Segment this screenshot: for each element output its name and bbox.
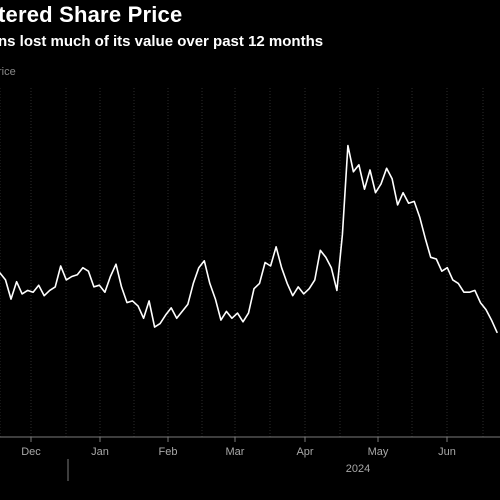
x-year-label: 2024 — [346, 463, 370, 475]
x-axis-ticks: Dec Jan Feb Mar Apr May Jun 2024 — [21, 437, 456, 481]
chart-gridlines — [0, 88, 484, 437]
x-tick-label-jan: Jan — [91, 446, 109, 458]
chart-series — [0, 144, 498, 334]
x-tick-label-dec: Dec — [21, 446, 41, 458]
x-tick-label-feb: Feb — [159, 446, 178, 458]
series-line-price — [0, 144, 498, 334]
x-tick-label-may: May — [368, 446, 389, 458]
legend-label: rice — [0, 66, 16, 78]
chart-title: tered Share Price — [0, 2, 183, 27]
chart-subtitle: ns lost much of its value over past 12 m… — [0, 33, 324, 50]
x-tick-label-jun: Jun — [438, 446, 456, 458]
x-tick-label-apr: Apr — [296, 446, 313, 458]
x-tick-label-mar: Mar — [226, 446, 245, 458]
